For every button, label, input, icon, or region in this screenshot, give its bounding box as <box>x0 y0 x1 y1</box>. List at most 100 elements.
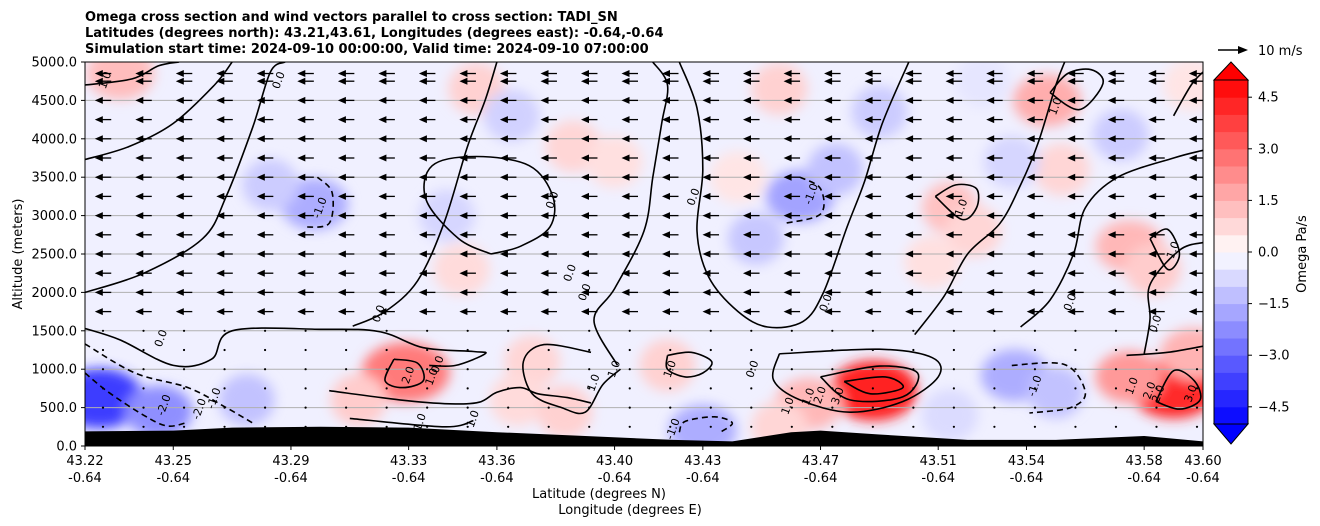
wind-vector-head <box>1148 231 1157 239</box>
wind-vector-head <box>743 192 751 200</box>
wind-vector <box>790 406 793 409</box>
wind-vector-head <box>621 231 630 239</box>
wind-vector-head <box>135 77 144 85</box>
wind-vector-head <box>337 288 346 296</box>
wind-vector-head <box>905 116 914 124</box>
wind-vector-head <box>783 135 792 143</box>
wind-vector-head <box>256 116 265 124</box>
wind-vector-head <box>783 212 792 220</box>
x-tick-label-lon: -0.64 <box>156 471 190 486</box>
wind-vector-head <box>1107 173 1116 181</box>
wind-vector-head <box>459 288 468 296</box>
wind-vector-head <box>135 192 144 200</box>
colorbar-segment <box>1214 252 1248 270</box>
wind-vector-head <box>499 135 508 143</box>
wind-vector-head <box>499 288 508 296</box>
wind-vector <box>304 406 307 409</box>
wind-vector <box>182 329 186 332</box>
wind-vector <box>223 406 226 409</box>
omega-cell-14 <box>536 385 593 438</box>
wind-vector-head <box>945 269 954 277</box>
wind-vector-head <box>581 192 589 200</box>
x-tick-label-lat: 43.47 <box>802 454 839 469</box>
contour-label-18: 1.0 <box>661 359 679 380</box>
wind-vector-head <box>702 308 711 316</box>
wind-vector-head <box>540 135 549 143</box>
title-line-2: Latitudes (degrees north): 43.21,43.61, … <box>85 26 664 41</box>
wind-vector-head <box>135 250 144 258</box>
wind-vector-head <box>824 212 833 220</box>
wind-vector-head <box>499 192 508 200</box>
wind-vector-head <box>581 116 589 124</box>
wind-vector-head <box>459 173 468 181</box>
wind-vector-head <box>175 70 184 77</box>
wind-vector-head <box>216 70 225 77</box>
wind-vector <box>871 387 874 390</box>
wind-vector <box>426 348 429 352</box>
wind-vector-head <box>1188 70 1197 77</box>
wind-vector-head <box>256 154 265 162</box>
wind-vector-head <box>864 231 873 239</box>
contour-line-21 <box>384 358 425 389</box>
wind-vector-head <box>94 116 103 124</box>
wind-vector-head <box>1067 269 1076 277</box>
wind-vector-head <box>783 308 792 316</box>
contour-line-15 <box>771 348 942 414</box>
y-axis: 0.0 500.0 1000.0 1500.0 2000.0 2500.0 3000.0 35… <box>32 56 85 455</box>
wind-vector-head <box>662 212 670 220</box>
wind-vector-head <box>337 70 346 77</box>
wind-vector-head <box>1107 154 1116 162</box>
wind-vector-head <box>864 288 873 296</box>
wind-vector <box>1074 329 1077 332</box>
wind-vector-head <box>945 231 954 239</box>
wind-vector <box>709 348 712 352</box>
wind-vector <box>466 387 469 390</box>
contour-line-2 <box>85 62 233 161</box>
wind-vector-head <box>378 231 387 239</box>
wind-vector-head <box>1188 212 1197 220</box>
contour-label-8: 0.0 <box>429 354 447 375</box>
wind-vector <box>1155 348 1158 352</box>
x-tick-label-lat: 43.51 <box>920 454 957 469</box>
wind-vector-head <box>459 116 468 124</box>
wind-vector-head <box>418 116 427 124</box>
wind-vector <box>952 406 955 409</box>
wind-vector-head <box>1107 269 1116 277</box>
wind-vector-head <box>540 116 549 124</box>
wind-vector-head <box>905 96 914 104</box>
wind-vector-head <box>743 154 751 162</box>
y-tick-label: 1500.0 <box>32 324 78 339</box>
wind-vector-head <box>702 70 711 77</box>
contour-label-37: 3.0 <box>1182 383 1200 404</box>
wind-vector-head <box>824 231 833 239</box>
wind-vector-head <box>378 154 387 162</box>
contour-line-19 <box>1149 228 1181 271</box>
wind-vector-head <box>94 77 103 85</box>
contour-label-11: 1.0 <box>411 412 429 433</box>
wind-vector-head <box>256 308 265 316</box>
wind-vector <box>871 406 874 409</box>
wind-vector-head <box>1026 212 1035 220</box>
wind-vector-head <box>459 135 468 143</box>
wind-vector-head <box>418 288 427 296</box>
wind-vector-head <box>175 192 184 200</box>
wind-vector-head <box>702 192 711 200</box>
colorbar-segment <box>1214 269 1248 287</box>
wind-vector <box>223 348 226 352</box>
wind-vector-head <box>1188 96 1197 104</box>
omega-cell-34 <box>1092 108 1149 161</box>
wind-vector-head <box>581 308 589 316</box>
omega-cell-32 <box>1033 143 1090 196</box>
colorbar-segment <box>1214 166 1248 184</box>
contour-line-12 <box>349 417 474 428</box>
wind-vector <box>1074 348 1077 352</box>
wind-vector-head <box>783 288 792 296</box>
wind-vector <box>993 406 996 409</box>
contour-line-29 <box>678 415 734 433</box>
wind-vector <box>1114 387 1118 390</box>
wind-vector-head <box>702 288 711 296</box>
x-axis-label-latitude: Latitude (degrees N) <box>532 487 666 502</box>
wind-vector <box>1195 348 1199 352</box>
wind-vector-head <box>743 135 751 143</box>
wind-vector-head <box>743 250 751 258</box>
